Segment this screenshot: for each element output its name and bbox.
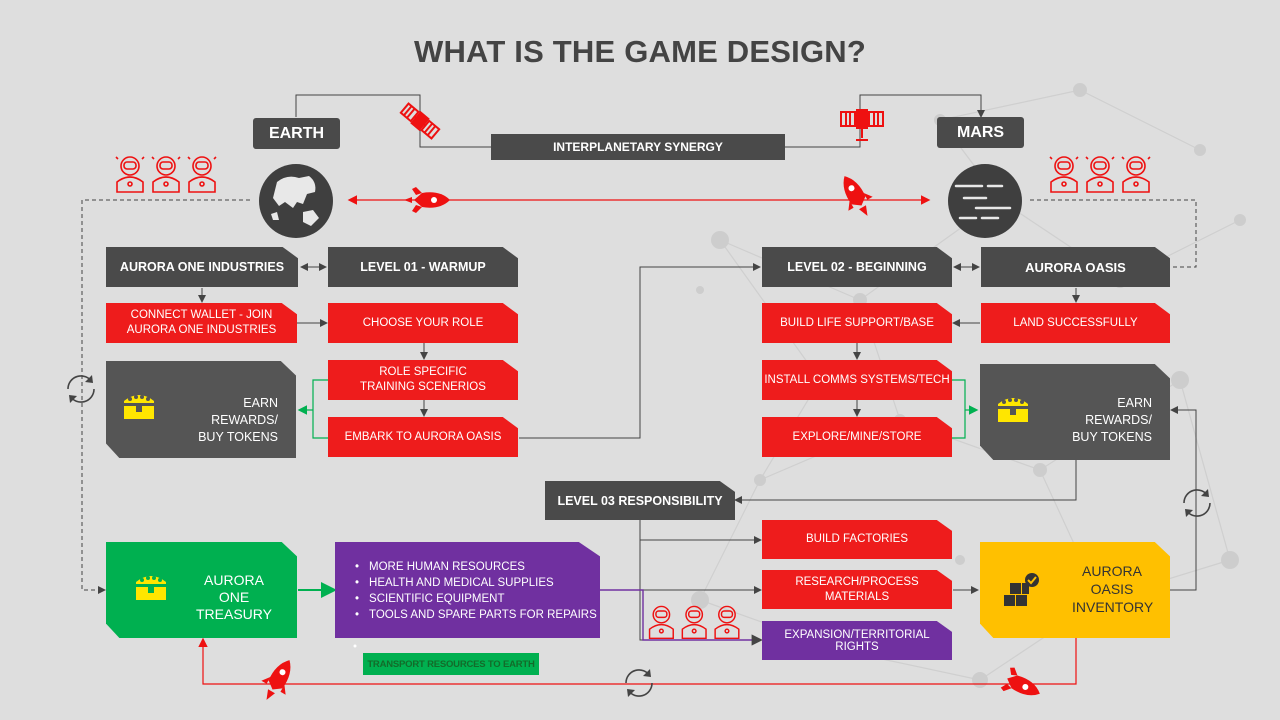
build-factories-box: BUILD FACTORIES xyxy=(762,520,952,559)
life-support-box: BUILD LIFE SUPPORT/BASE xyxy=(762,303,952,343)
treasury-text: AURORA ONE TREASURY xyxy=(196,572,272,622)
research-materials-box: RESEARCH/PROCESS MATERIALS xyxy=(762,570,952,609)
inventory-text: AURORA OASIS INVENTORY xyxy=(1072,563,1154,615)
list-item: SCIENTIFIC EQUIPMENT xyxy=(355,591,600,607)
list-item: MORE HUMAN RESOURCES xyxy=(355,559,600,575)
treasure-chest-icon xyxy=(998,398,1028,422)
choose-role-box: CHOOSE YOUR ROLE xyxy=(328,303,518,343)
earn-rewards-right-text: EARN REWARDS/ BUY TOKENS xyxy=(1072,396,1152,444)
satellite-icon xyxy=(840,109,884,141)
rocket-icon xyxy=(843,176,873,216)
expansion-box: EXPANSION/TERRITORIAL RIGHTS xyxy=(762,621,952,660)
astronaut-icon xyxy=(115,156,217,193)
page-title: WHAT IS THE GAME DESIGN? xyxy=(414,34,866,69)
earn-rewards-left-text: EARN REWARDS/ BUY TOKENS xyxy=(198,396,278,444)
embark-box: EMBARK TO AURORA OASIS xyxy=(328,417,518,457)
rocket-icon xyxy=(1000,667,1040,696)
earth-label: EARTH xyxy=(253,118,340,149)
level-01-box: LEVEL 01 - WARMUP xyxy=(328,247,518,287)
mars-planet-icon xyxy=(948,164,1022,238)
treasure-chest-icon xyxy=(124,395,154,419)
interplanetary-synergy-label: INTERPLANETARY SYNERGY xyxy=(491,134,785,160)
earn-rewards-right: EARN REWARDS/ BUY TOKENS xyxy=(980,364,1170,460)
earn-rewards-left: EARN REWARDS/ BUY TOKENS xyxy=(106,361,296,458)
satellite-icon xyxy=(399,102,441,140)
aurora-oasis-box: AURORA OASIS xyxy=(981,247,1170,287)
aurora-oasis-inventory-box: AURORA OASIS INVENTORY xyxy=(980,542,1170,638)
rocket-icon xyxy=(404,187,450,213)
training-box: ROLE SPECIFIC TRAINING SCENERIOS xyxy=(328,360,518,400)
cycle-icon xyxy=(67,375,95,403)
list-item: TOOLS AND SPARE PARTS FOR REPAIRS xyxy=(355,607,600,623)
explore-mine-box: EXPLORE/MINE/STORE xyxy=(762,417,952,457)
cycle-icon xyxy=(625,669,653,697)
resources-list-box: MORE HUMAN RESOURCES HEALTH AND MEDICAL … xyxy=(335,542,600,638)
cycle-icon xyxy=(1183,489,1211,517)
treasure-chest-icon xyxy=(136,576,166,600)
aurora-one-treasury-box: AURORA ONE TREASURY xyxy=(106,542,297,638)
rocket-icon xyxy=(261,660,291,700)
level-03-box: LEVEL 03 RESPONSIBILITY xyxy=(545,481,735,520)
aurora-one-industries-box: AURORA ONE INDUSTRIES xyxy=(106,247,298,287)
astronaut-icon xyxy=(1049,156,1151,193)
list-item: HEALTH AND MEDICAL SUPPLIES xyxy=(355,575,600,591)
boxes-icon xyxy=(1004,573,1039,606)
astronaut-icon xyxy=(648,605,740,640)
land-successfully-box: LAND SUCCESSFULLY xyxy=(981,303,1170,343)
transport-resources-tag: TRANSPORT RESOURCES TO EARTH xyxy=(363,653,539,675)
comms-systems-box: INSTALL COMMS SYSTEMS/TECH xyxy=(762,360,952,400)
level-02-box: LEVEL 02 - BEGINNING xyxy=(762,247,952,287)
mars-label: MARS xyxy=(937,117,1024,148)
connect-wallet-box: CONNECT WALLET - JOIN AURORA ONE INDUSTR… xyxy=(106,303,297,343)
earth-globe-icon xyxy=(259,164,333,238)
